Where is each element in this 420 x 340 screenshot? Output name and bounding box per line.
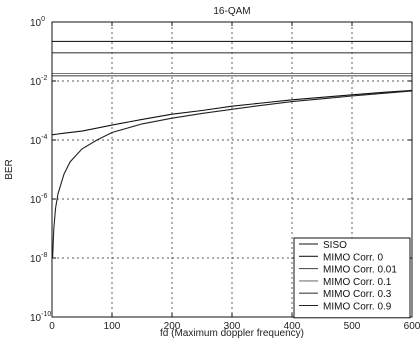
y-tick-base: 10: [30, 195, 42, 206]
y-tick-label: 10-2: [30, 75, 47, 88]
y-tick-base: 10: [30, 18, 42, 29]
series-line-1: [52, 90, 413, 259]
y-tick-base: 10: [30, 254, 42, 265]
y-tick-base: 10: [30, 313, 42, 324]
axis-ticks: 0 100 200 300 400 500 60010-1010-810-610-410-2…: [30, 16, 420, 332]
legend-label: SISO: [323, 240, 347, 251]
y-tick-label: 10-4: [30, 134, 47, 147]
y-tick-label: 10-10: [30, 311, 51, 324]
y-tick-exponent: -6: [41, 193, 47, 200]
y-tick-label: 100: [30, 16, 45, 29]
x-tick-label: 200: [164, 321, 181, 332]
legend-box: [293, 237, 411, 319]
y-tick-exponent: -8: [41, 252, 47, 259]
y-tick-exponent: -4: [41, 134, 47, 141]
x-axis-label: fd (Maximum doppler frequency): [160, 328, 304, 339]
x-tick-label: 400: [284, 321, 301, 332]
chart-title: 16-QAM: [213, 6, 250, 17]
legend-label: MIMO Corr. 0.01: [323, 265, 397, 276]
x-tick-label: 500: [344, 321, 361, 332]
y-tick-exponent: -10: [41, 311, 51, 318]
series-line-0: [51, 89, 413, 136]
x-tick-label: 300: [224, 321, 241, 332]
legend-label: MIMO Corr. 0: [323, 252, 383, 263]
x-tick-label: 0: [49, 321, 55, 332]
y-tick-base: 10: [30, 136, 42, 147]
y-tick-label: 10-8: [30, 252, 47, 265]
y-tick-base: 10: [30, 77, 42, 88]
y-tick-exponent: 0: [41, 16, 45, 23]
legend-label: MIMO Corr. 0.1: [323, 277, 392, 288]
y-tick-exponent: -2: [41, 75, 47, 82]
y-axis-label: BER: [4, 159, 15, 180]
legend-label: MIMO Corr. 0.9: [323, 302, 392, 313]
legend-label: MIMO Corr. 0.3: [323, 289, 392, 300]
y-tick-label: 10-6: [30, 193, 47, 206]
x-tick-label: 600: [404, 321, 420, 332]
series-layer: [51, 40, 413, 259]
x-tick-label: 100: [104, 321, 121, 332]
